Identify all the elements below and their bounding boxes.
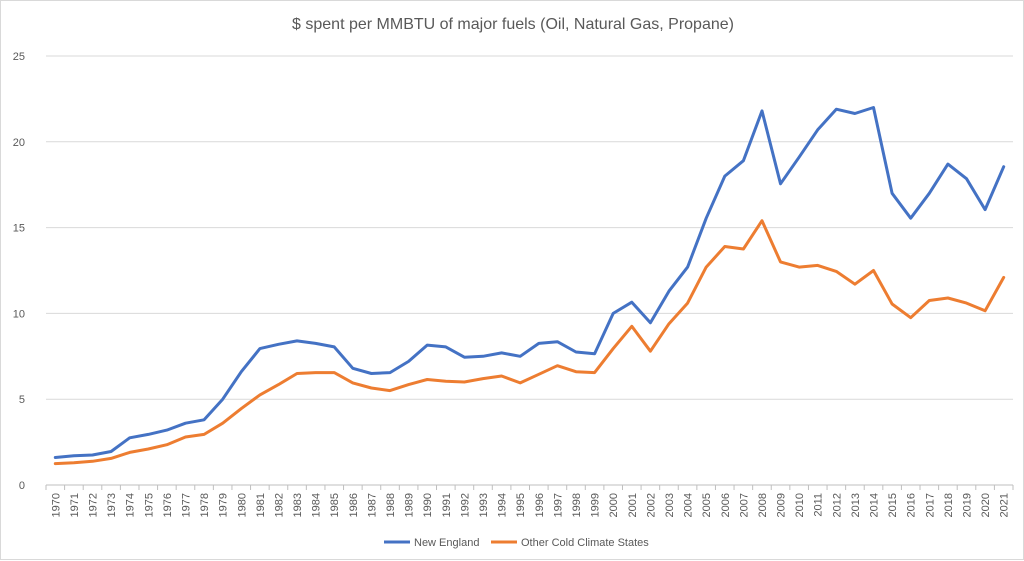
x-tick-label: 2005 (701, 493, 713, 517)
legend-label: Other Cold Climate States (521, 537, 649, 549)
x-tick-label: 2014 (869, 493, 881, 517)
x-tick-label: 1996 (534, 493, 546, 517)
x-tick-label: 1970 (50, 493, 62, 517)
x-tick-label: 1991 (441, 493, 453, 517)
legend: New England Other Cold Climate States (384, 537, 649, 549)
y-tick-label: 10 (13, 308, 25, 320)
x-tick-label: 1976 (162, 493, 174, 517)
x-tick-label: 2018 (943, 493, 955, 517)
x-tick-label: 1986 (348, 493, 360, 517)
x-tick-label: 2004 (683, 493, 695, 517)
x-tick-label: 1978 (199, 493, 211, 517)
x-tick-label: 1974 (125, 493, 137, 517)
x-tick-label: 1999 (590, 493, 602, 517)
x-tick-label: 2011 (813, 493, 825, 517)
x-tick-label: 1998 (571, 493, 583, 517)
gridlines (46, 55, 1013, 486)
x-tick-label: 2013 (850, 493, 862, 517)
x-tick-label: 2008 (757, 493, 769, 517)
x-tick-label: 1995 (515, 493, 527, 517)
x-tick-label: 2003 (664, 493, 676, 517)
x-tick-label: 1973 (106, 493, 118, 517)
y-tick-label: 0 (19, 480, 25, 492)
x-tick-label: 1982 (273, 493, 285, 517)
x-tick-label: 1971 (69, 493, 81, 517)
y-tick-label: 15 (13, 223, 25, 235)
x-tick-label: 2007 (738, 493, 750, 517)
y-axis: 0 5 10 15 20 25 (13, 51, 25, 492)
x-tick-label: 1988 (385, 493, 397, 517)
x-tick-label: 1979 (218, 493, 230, 517)
x-tick-label: 2016 (906, 493, 918, 517)
x-tick-label: 1977 (180, 493, 192, 517)
x-tick-label: 1993 (478, 493, 490, 517)
y-tick-label: 20 (13, 137, 25, 149)
x-tick-label: 2006 (720, 493, 732, 517)
x-tick-label: 2020 (980, 493, 992, 517)
chart-title: $ spent per MMBTU of major fuels (Oil, N… (292, 16, 734, 33)
x-tick-label: 1975 (143, 493, 155, 517)
legend-label: New England (414, 537, 479, 549)
x-tick-label: 1989 (404, 493, 416, 517)
x-tick-label: 2010 (794, 493, 806, 517)
x-tick-label: 1992 (459, 493, 471, 517)
x-tick-label: 1997 (552, 493, 564, 517)
series-line-new-england (53, 106, 1006, 459)
y-tick-label: 25 (13, 51, 25, 63)
x-tick-label: 2001 (627, 493, 639, 517)
series-line-other-cold-climate-states (53, 219, 1006, 466)
y-tick-label: 5 (19, 394, 25, 406)
x-tick-label: 1987 (366, 493, 378, 517)
x-axis: 1970 1971 1972 1973 1974 1975 1976 1977 1978 1979… (45, 485, 1014, 517)
x-tick-label: 1972 (87, 493, 99, 517)
x-tick-label: 1980 (236, 493, 248, 517)
x-tick-label: 2017 (924, 493, 936, 517)
series-lines (53, 106, 1006, 466)
x-tick-label: 2002 (645, 493, 657, 517)
x-tick-label: 1994 (497, 493, 509, 517)
x-tick-label: 2000 (608, 493, 620, 517)
x-tick-label: 1983 (292, 493, 304, 517)
x-tick-label: 2015 (887, 493, 899, 517)
x-tick-label: 1984 (311, 493, 323, 517)
x-tick-label: 2009 (776, 493, 788, 517)
x-tick-label: 1985 (329, 493, 341, 517)
x-tick-label: 2021 (999, 493, 1011, 517)
x-tick-label: 1990 (422, 493, 434, 517)
x-tick-label: 2012 (831, 493, 843, 517)
x-tick-label: 2019 (962, 493, 974, 517)
x-tick-label: 1981 (255, 493, 267, 517)
